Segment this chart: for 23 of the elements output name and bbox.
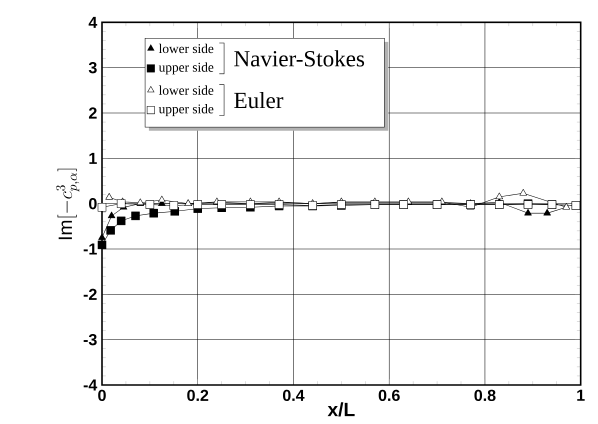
x-axis-title: x/L	[328, 402, 355, 416]
annotation: Euler	[234, 92, 284, 108]
y-tick-label: 1	[89, 152, 97, 164]
x-tick-label: 1	[577, 390, 585, 401]
legend-label: upper side	[158, 104, 214, 116]
legend-label: lower side	[158, 44, 214, 54]
x-tick-label: 0.4	[282, 390, 304, 402]
y-tick-label: 0	[89, 198, 97, 210]
y-tick-label: 2	[88, 107, 97, 119]
x-tick-label: 0.6	[378, 390, 400, 402]
y-tick-label: -2	[84, 288, 97, 300]
x-tick-label: 0.8	[474, 390, 496, 402]
x-tick-label: 0	[98, 390, 106, 402]
y-tick-label: 4	[88, 16, 98, 28]
y-axis-title: $\mathrm{Im}[-c^{3}_{p,\alpha}]$	[56, 168, 80, 240]
annotation: Navier-Stokes	[234, 50, 364, 67]
legend-label: upper side	[158, 62, 214, 74]
y-tick-label: 3	[88, 62, 97, 74]
y-tick-label: -4	[84, 380, 98, 391]
legend-label: lower side	[158, 85, 214, 95]
x-tick-label: 0.2	[187, 390, 208, 402]
y-tick-label: -1	[84, 244, 97, 254]
y-tick-label: -3	[84, 334, 97, 346]
